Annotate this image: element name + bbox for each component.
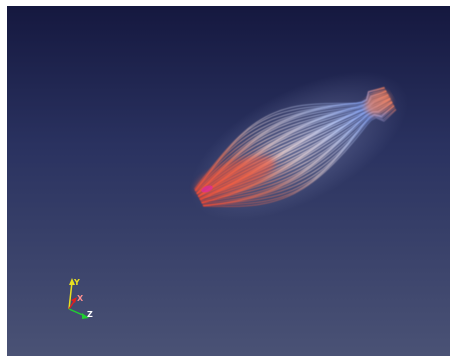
- orientation-axes: Y X Z: [68, 278, 93, 319]
- streamline: [202, 108, 397, 206]
- inlet-core: [195, 156, 275, 196]
- streamline: [194, 88, 386, 192]
- magenta-spot: [201, 185, 213, 193]
- outlet-core: [364, 91, 392, 115]
- y-axis-label: Y: [73, 278, 80, 287]
- streamline: [194, 89, 387, 191]
- streamline: [201, 105, 395, 205]
- streamline: [203, 109, 397, 208]
- z-axis-arrowhead: [82, 313, 89, 319]
- render-viewport[interactable]: Y X Z: [7, 6, 450, 356]
- y-axis-arrowhead: [69, 278, 75, 285]
- streamline-render: Y X Z: [68, 71, 409, 319]
- streamline: [201, 105, 395, 203]
- streamline: [202, 107, 396, 206]
- x-axis-arrowhead: [71, 297, 77, 303]
- streamline: [201, 102, 393, 204]
- z-axis-label: Z: [87, 310, 93, 319]
- streamline: [194, 90, 387, 191]
- y-axis-line: [68, 281, 73, 310]
- streamline: [201, 103, 394, 203]
- x-axis-label: X: [77, 294, 84, 303]
